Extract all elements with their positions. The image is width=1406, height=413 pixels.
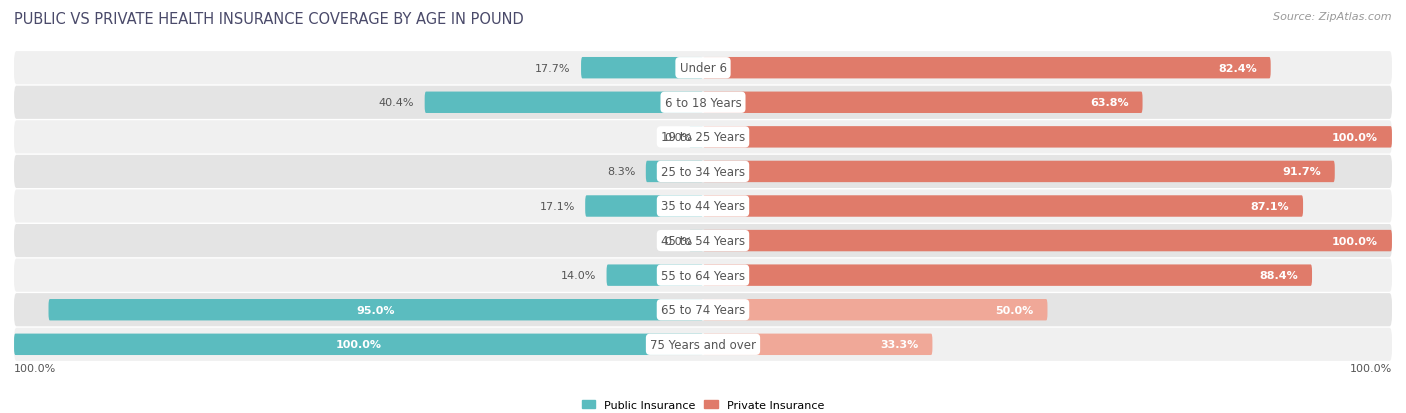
FancyBboxPatch shape [703, 196, 1303, 217]
FancyBboxPatch shape [14, 328, 1392, 361]
Text: 25 to 34 Years: 25 to 34 Years [661, 166, 745, 178]
FancyBboxPatch shape [14, 86, 1392, 120]
FancyBboxPatch shape [703, 265, 1312, 286]
FancyBboxPatch shape [703, 58, 1271, 79]
Text: 100.0%: 100.0% [1350, 363, 1392, 373]
Text: 35 to 44 Years: 35 to 44 Years [661, 200, 745, 213]
FancyBboxPatch shape [585, 196, 703, 217]
Text: 100.0%: 100.0% [1331, 236, 1378, 246]
Text: 75 Years and over: 75 Years and over [650, 338, 756, 351]
Text: PUBLIC VS PRIVATE HEALTH INSURANCE COVERAGE BY AGE IN POUND: PUBLIC VS PRIVATE HEALTH INSURANCE COVER… [14, 12, 524, 27]
Text: 33.3%: 33.3% [880, 339, 918, 349]
FancyBboxPatch shape [14, 224, 1392, 258]
Text: 100.0%: 100.0% [14, 363, 56, 373]
FancyBboxPatch shape [425, 93, 703, 114]
Text: 91.7%: 91.7% [1282, 167, 1322, 177]
Text: 8.3%: 8.3% [607, 167, 636, 177]
FancyBboxPatch shape [689, 230, 703, 252]
Text: 87.1%: 87.1% [1251, 202, 1289, 211]
Text: 63.8%: 63.8% [1090, 98, 1129, 108]
FancyBboxPatch shape [703, 299, 1047, 320]
Text: 55 to 64 Years: 55 to 64 Years [661, 269, 745, 282]
Text: 50.0%: 50.0% [995, 305, 1033, 315]
Text: 0.0%: 0.0% [665, 236, 693, 246]
Text: 88.4%: 88.4% [1260, 271, 1298, 280]
Text: 40.4%: 40.4% [378, 98, 415, 108]
Text: 95.0%: 95.0% [357, 305, 395, 315]
FancyBboxPatch shape [14, 190, 1392, 223]
FancyBboxPatch shape [14, 334, 703, 355]
Text: Source: ZipAtlas.com: Source: ZipAtlas.com [1274, 12, 1392, 22]
FancyBboxPatch shape [14, 121, 1392, 154]
FancyBboxPatch shape [14, 155, 1392, 189]
Text: 14.0%: 14.0% [561, 271, 596, 280]
Text: 17.7%: 17.7% [536, 64, 571, 74]
Text: 6 to 18 Years: 6 to 18 Years [665, 97, 741, 109]
Legend: Public Insurance, Private Insurance: Public Insurance, Private Insurance [578, 395, 828, 413]
FancyBboxPatch shape [703, 334, 932, 355]
FancyBboxPatch shape [14, 259, 1392, 292]
FancyBboxPatch shape [703, 230, 1392, 252]
Text: 65 to 74 Years: 65 to 74 Years [661, 304, 745, 316]
Text: 100.0%: 100.0% [1331, 133, 1378, 142]
FancyBboxPatch shape [14, 293, 1392, 327]
FancyBboxPatch shape [703, 161, 1334, 183]
FancyBboxPatch shape [703, 127, 1392, 148]
FancyBboxPatch shape [14, 52, 1392, 85]
FancyBboxPatch shape [48, 299, 703, 320]
Text: 0.0%: 0.0% [665, 133, 693, 142]
Text: 19 to 25 Years: 19 to 25 Years [661, 131, 745, 144]
FancyBboxPatch shape [689, 127, 703, 148]
FancyBboxPatch shape [606, 265, 703, 286]
FancyBboxPatch shape [645, 161, 703, 183]
Text: Under 6: Under 6 [679, 62, 727, 75]
Text: 17.1%: 17.1% [540, 202, 575, 211]
Text: 82.4%: 82.4% [1218, 64, 1257, 74]
FancyBboxPatch shape [703, 93, 1143, 114]
FancyBboxPatch shape [581, 58, 703, 79]
Text: 45 to 54 Years: 45 to 54 Years [661, 235, 745, 247]
Text: 100.0%: 100.0% [336, 339, 381, 349]
